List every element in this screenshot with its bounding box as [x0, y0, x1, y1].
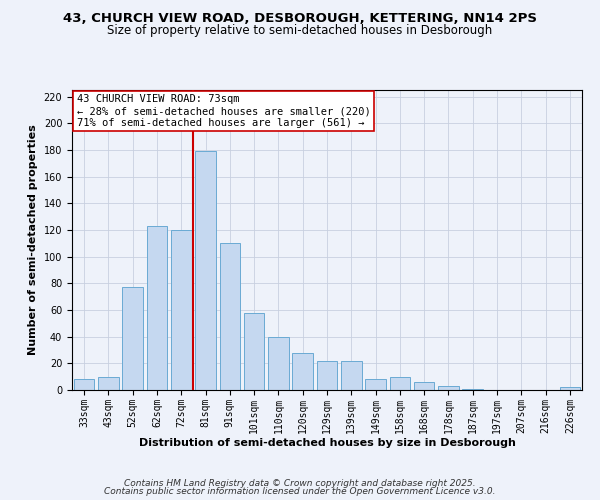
Bar	[146, 226, 167, 390]
Bar	[98, 376, 119, 390]
Bar	[560, 388, 580, 390]
Text: 43 CHURCH VIEW ROAD: 73sqm
← 28% of semi-detached houses are smaller (220)
71% o: 43 CHURCH VIEW ROAD: 73sqm ← 28% of semi…	[77, 94, 371, 128]
Bar	[74, 380, 94, 390]
Bar	[195, 152, 216, 390]
Text: Contains public sector information licensed under the Open Government Licence v3: Contains public sector information licen…	[104, 488, 496, 496]
Text: Size of property relative to semi-detached houses in Desborough: Size of property relative to semi-detach…	[107, 24, 493, 37]
Bar	[171, 230, 191, 390]
Bar	[317, 360, 337, 390]
Bar	[365, 380, 386, 390]
Y-axis label: Number of semi-detached properties: Number of semi-detached properties	[28, 124, 38, 356]
Bar	[341, 360, 362, 390]
Bar	[463, 388, 483, 390]
Bar	[389, 376, 410, 390]
Bar	[268, 336, 289, 390]
Bar	[414, 382, 434, 390]
Bar	[122, 288, 143, 390]
Bar	[244, 312, 265, 390]
X-axis label: Distribution of semi-detached houses by size in Desborough: Distribution of semi-detached houses by …	[139, 438, 515, 448]
Bar	[220, 244, 240, 390]
Bar	[292, 352, 313, 390]
Bar	[438, 386, 459, 390]
Text: 43, CHURCH VIEW ROAD, DESBOROUGH, KETTERING, NN14 2PS: 43, CHURCH VIEW ROAD, DESBOROUGH, KETTER…	[63, 12, 537, 26]
Text: Contains HM Land Registry data © Crown copyright and database right 2025.: Contains HM Land Registry data © Crown c…	[124, 478, 476, 488]
